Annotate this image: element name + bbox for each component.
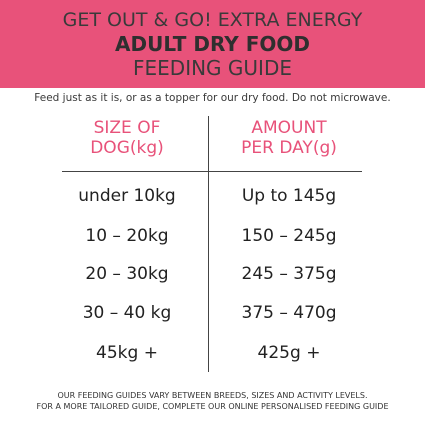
column-divider	[208, 116, 209, 372]
header-amount-line2: PER DAY(g)	[241, 138, 337, 158]
header-divider	[62, 171, 362, 172]
row-3-size: 20 – 30kg	[85, 264, 169, 284]
title-banner: GET OUT & GO! EXTRA ENERGY ADULT DRY FOO…	[0, 0, 425, 88]
header-dog-size: SIZE OF DOG(kg)	[62, 118, 192, 158]
row-2-amount: 150 – 245g	[241, 226, 337, 246]
product-type: ADULT DRY FOOD	[115, 32, 310, 56]
product-line: GET OUT & GO! EXTRA ENERGY	[62, 9, 363, 31]
row-3-amount: 245 – 375g	[241, 264, 337, 284]
header-dog-size-line2: DOG(kg)	[90, 138, 164, 158]
row-4-size: 30 – 40 kg	[82, 303, 172, 323]
intro-text: Feed just as it is, or as a topper for o…	[34, 92, 391, 104]
row-2-size: 10 – 20kg	[85, 226, 169, 246]
header-dog-size-line1: SIZE OF	[93, 118, 161, 138]
row-1-size: under 10kg	[78, 186, 176, 206]
row-5-size: 45kg +	[96, 343, 158, 363]
footer-line-1: OUR FEEDING GUIDES VARY BETWEEN BREEDS, …	[57, 391, 368, 400]
footer-note: OUR FEEDING GUIDES VARY BETWEEN BREEDS, …	[0, 390, 425, 412]
row-5-amount: 425g +	[257, 343, 321, 363]
row-1-amount: Up to 145g	[241, 186, 337, 206]
guide-title: FEEDING GUIDE	[133, 56, 292, 80]
footer-line-2: FOR A MORE TAILORED GUIDE, COMPLETE OUR …	[36, 402, 389, 411]
header-amount-line1: AMOUNT	[251, 118, 327, 138]
row-4-amount: 375 – 470g	[241, 303, 337, 323]
header-amount: AMOUNT PER DAY(g)	[224, 118, 354, 158]
